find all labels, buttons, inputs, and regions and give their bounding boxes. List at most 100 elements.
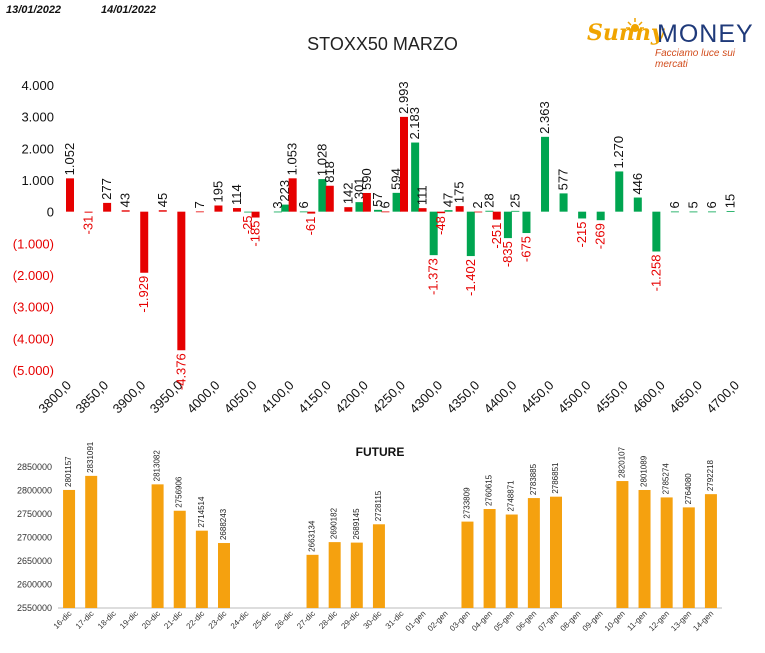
future-x-tick-label: 27-dic: [295, 609, 317, 631]
x-tick-label: 3900,0: [110, 378, 149, 417]
bar-data-label: 6: [667, 201, 682, 208]
bar-data-label: 6: [377, 201, 392, 208]
y-tick-label: 3.000: [21, 110, 54, 125]
future-bar-chart: FUTURE 2850000 2800000 2750000 2700000 265000…: [17, 441, 722, 633]
bar-data-label: 25: [507, 193, 522, 207]
x-tick-label: 4200,0: [332, 378, 371, 417]
future-bar: [350, 542, 363, 608]
future-bar-label: 2792218: [706, 459, 715, 491]
future-title: FUTURE: [356, 445, 405, 459]
bar: [121, 210, 130, 212]
y-tick-label: (4.000): [13, 331, 54, 346]
future-bar-label: 2756906: [175, 476, 184, 508]
bar: [411, 142, 420, 212]
future-bar-label: 2663134: [308, 520, 317, 552]
y-tick-label: (2.000): [13, 268, 54, 283]
x-tick-label: 4400,0: [481, 378, 520, 417]
bar-data-label: -25: [240, 215, 255, 234]
future-x-tick-label: 29-dic: [339, 609, 361, 631]
bar-data-label: 6: [296, 201, 311, 208]
future-x-tick-label: 25-dic: [251, 609, 273, 631]
bar: [418, 208, 427, 212]
future-y-tick-label: 2550000: [17, 603, 52, 613]
date-from: 13/01/2022: [6, 4, 62, 16]
bar: [244, 211, 253, 213]
future-bar: [195, 530, 208, 608]
bar-data-label: -1.258: [648, 255, 663, 292]
y-tick-label: 0: [47, 205, 54, 220]
bar: [355, 202, 364, 212]
future-x-tick-label: 08-gen: [559, 609, 583, 633]
future-x-tick-label: 18-dic: [96, 609, 118, 631]
sunny-money-logo: Sunny MONEY Facciamo luce sui mercati: [583, 16, 758, 70]
bar-data-label: 28: [481, 193, 496, 207]
future-bar: [85, 475, 98, 608]
future-bar-label: 2801157: [64, 456, 73, 487]
future-bar: [505, 514, 518, 608]
future-bar: [483, 509, 496, 608]
x-tick-label: 4600,0: [629, 378, 668, 417]
y-tick-label: (3.000): [13, 300, 54, 315]
future-bar-label: 2786851: [551, 462, 560, 494]
bar-data-label: -675: [518, 236, 533, 262]
bar-data-label: 2: [470, 201, 485, 208]
bar: [615, 171, 624, 212]
bar: [318, 179, 327, 212]
bar-data-label: 277: [99, 178, 114, 200]
bar-data-label: 1.052: [62, 143, 77, 176]
bar: [140, 211, 149, 273]
bar: [455, 206, 464, 212]
y-tick-label: 4.000: [21, 78, 54, 93]
future-bar: [218, 543, 230, 608]
future-x-tick-label: 03-gen: [448, 609, 472, 633]
bar: [177, 211, 186, 351]
bar: [233, 208, 241, 212]
future-bar-label: 2714514: [197, 496, 206, 528]
y-tick-label: (1.000): [13, 236, 54, 251]
bar: [66, 178, 74, 212]
bar: [429, 211, 438, 256]
bar-data-label: 594: [389, 168, 404, 190]
bar: [103, 202, 112, 212]
options-bar-chart: 4.000 3.000 2.000 1.000 0 (1.000) (2.000) (3.00…: [13, 78, 742, 417]
bar: [633, 197, 642, 212]
future-x-tick-label: 07-gen: [536, 609, 560, 633]
bar: [251, 211, 260, 218]
chart-title: STOXX50 MARZO: [307, 34, 458, 54]
future-x-tick-label: 26-dic: [273, 609, 295, 631]
bar: [503, 211, 512, 239]
future-bar: [550, 496, 562, 608]
future-x-tick-label: 02-gen: [426, 609, 450, 633]
bar: [726, 211, 735, 212]
bar: [288, 178, 297, 212]
future-bar: [638, 489, 651, 608]
bar: [708, 211, 717, 213]
bar-data-label: -1.373: [426, 258, 441, 295]
bar-data-label: 446: [630, 173, 645, 195]
future-x-tick-label: 01-gen: [404, 609, 428, 633]
future-bar-label: 2831091: [86, 441, 95, 473]
future-bar: [151, 484, 164, 608]
future-x-tick-label: 05-gen: [492, 609, 516, 633]
future-bar: [306, 554, 319, 608]
bar: [578, 211, 587, 219]
bar-data-label: 45: [155, 193, 170, 207]
bar-data-label: 818: [322, 161, 337, 183]
bar-data-label: -1.929: [136, 276, 151, 313]
bar: [400, 116, 408, 212]
future-bar: [616, 481, 629, 608]
bar: [307, 211, 316, 214]
x-tick-label: 4550,0: [592, 378, 631, 417]
y-tick-label: 1.000: [21, 173, 54, 188]
bar: [344, 207, 353, 212]
future-x-tick-label: 22-dic: [185, 609, 207, 631]
bar: [559, 193, 568, 212]
bar: [511, 210, 520, 212]
bar-data-label: 1.053: [285, 143, 300, 176]
future-x-tick-label: 16-dic: [52, 609, 74, 631]
bar-data-label: -61: [303, 217, 318, 236]
future-x-tick-label: 31-dic: [384, 609, 406, 631]
future-bar: [682, 507, 695, 608]
future-bar: [527, 498, 540, 608]
x-tick-label: 4300,0: [407, 378, 446, 417]
